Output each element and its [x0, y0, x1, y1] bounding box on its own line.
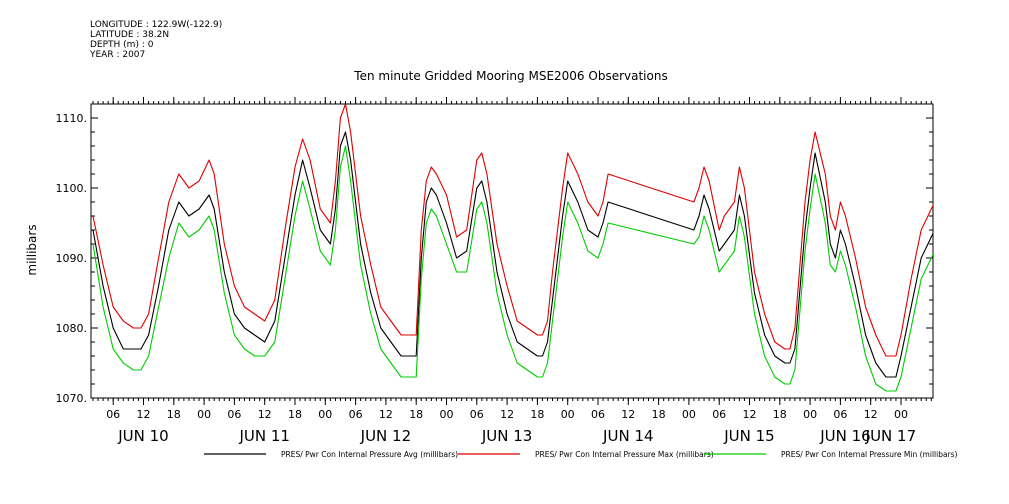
x-tick-label: 06	[227, 408, 241, 421]
x-tick-label: 00	[803, 408, 817, 421]
chart-title: Ten minute Gridded Mooring MSE2006 Obser…	[353, 69, 667, 83]
x-tick-label: 06	[591, 408, 605, 421]
x-tick-label: 18	[652, 408, 666, 421]
legend-label-0: PRES/ Pwr Con Internal Pressure Avg (mil…	[281, 450, 458, 459]
y-axis: 1070. 1080. 1090. 1100. 1110.	[56, 103, 933, 405]
day-label: JUN 12	[360, 427, 411, 445]
x-tick-label: 12	[743, 408, 757, 421]
x-tick-label: 06	[833, 408, 847, 421]
x-tick-label: 00	[197, 408, 211, 421]
legend-label-2: PRES/ Pwr Con Internal Pressure Min (mil…	[781, 450, 958, 459]
x-tick-label: 00	[561, 408, 575, 421]
x-tick-label: 00	[318, 408, 332, 421]
x-tick-label: 00	[682, 408, 696, 421]
x-tick-label: 12	[621, 408, 635, 421]
day-label: JUN 15	[723, 427, 774, 445]
x-tick-label: 00	[440, 408, 454, 421]
x-tick-label: 06	[470, 408, 484, 421]
series-line-2	[92, 145, 933, 392]
day-label: JUN 11	[238, 427, 289, 445]
x-tick-label: 18	[409, 408, 423, 421]
day-label: JUN 13	[481, 427, 532, 445]
x-tick-label: 12	[258, 408, 272, 421]
series-line-1	[92, 104, 933, 357]
x-tick-label: 18	[288, 408, 302, 421]
day-label: JUN 17	[865, 427, 916, 445]
x-axis: 06 12 18 00 06 12 18 00 06 12 18 00 06 12 18 00 06 12 18 00…	[92, 97, 932, 445]
y-tick-label: 1110.	[56, 112, 88, 125]
x-tick-label: 00	[894, 408, 908, 421]
x-tick-label: 06	[712, 408, 726, 421]
x-tick-label: 06	[349, 408, 363, 421]
x-tick-label: 18	[530, 408, 544, 421]
y-tick-label: 1090.	[56, 252, 88, 265]
day-label: JUN 14	[602, 427, 653, 445]
y-tick-label: 1080.	[56, 322, 88, 335]
x-tick-label: 12	[379, 408, 393, 421]
x-tick-label: 18	[167, 408, 181, 421]
y-tick-label: 1100.	[56, 182, 88, 195]
year-text: YEAR : 2007	[90, 50, 146, 60]
day-label: JUN 16	[819, 427, 870, 445]
series-layer	[92, 104, 933, 392]
day-label: JUN 10	[117, 427, 168, 445]
legend: PRES/ Pwr Con Internal Pressure Avg (mil…	[204, 450, 958, 459]
x-tick-label: 12	[500, 408, 514, 421]
x-tick-label: 18	[773, 408, 787, 421]
depth-text: DEPTH (m) : 0	[90, 40, 154, 50]
latitude-text: LATITUDE : 38.2N	[90, 30, 170, 40]
x-tick-label: 06	[106, 408, 120, 421]
x-tick-label: 12	[137, 408, 151, 421]
y-axis-label: millibars	[25, 224, 39, 275]
y-tick-label: 1070.	[56, 392, 88, 405]
longitude-text: LONGITUDE : 122.9W(-122.9)	[90, 20, 223, 30]
series-line-0	[92, 131, 933, 378]
x-tick-label: 12	[864, 408, 878, 421]
metadata-block: LONGITUDE : 122.9W(-122.9) LATITUDE : 38…	[90, 20, 222, 60]
legend-label-1: PRES/ Pwr Con Internal Pressure Max (mil…	[535, 450, 714, 459]
